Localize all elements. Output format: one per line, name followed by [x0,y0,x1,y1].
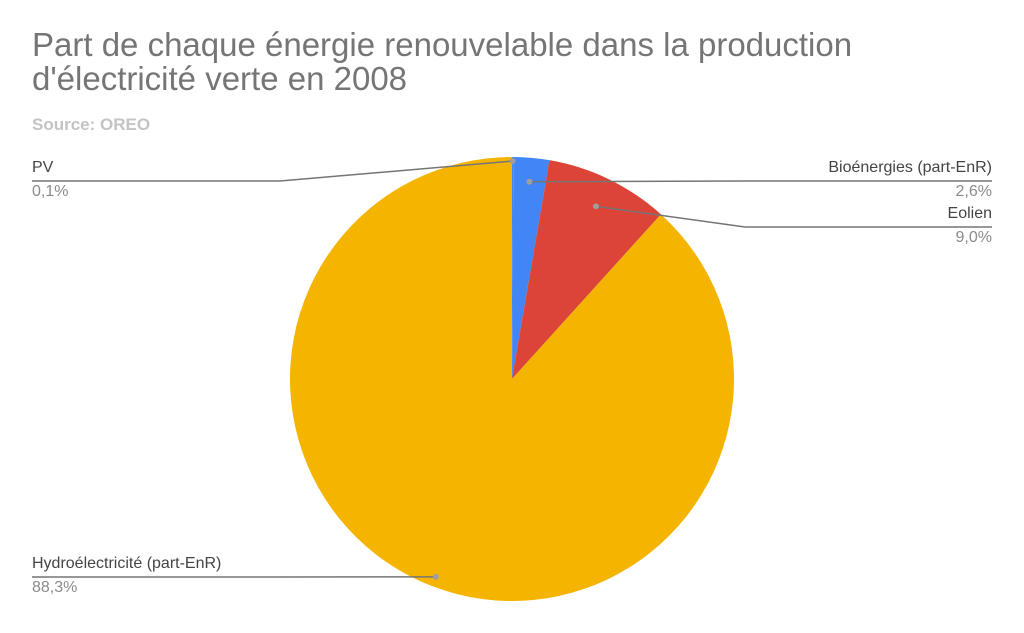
pie-slice-3 [290,157,734,602]
slice-value-2: 9,0% [956,229,992,246]
leader-dot-1 [526,178,533,185]
leader-dot-2 [592,203,599,210]
chart-subtitle: Source: OREO [32,115,151,134]
slice-label-3: Hydroélectricité (part-EnR) [32,555,221,572]
leader-dot-3 [432,573,439,580]
slice-value-1: 2,6% [956,183,992,200]
leader-line-0 [32,160,513,182]
slice-label-1: Bioénergies (part-EnR) [828,159,992,176]
leader-line-1 [529,180,992,183]
leader-dot-0 [509,158,516,165]
slice-label-0: PV [32,159,54,176]
slice-value-3: 88,3% [32,579,77,596]
pie-slice-0 [512,157,514,379]
slice-value-0: 0,1% [32,183,68,200]
slice-label-2: Eolien [948,205,992,222]
chart-title: Part de chaque énergie renouvelable dans… [32,26,853,97]
pie-slice-2 [512,160,661,379]
leader-line-2 [595,205,992,228]
pie-slice-1 [512,157,550,379]
